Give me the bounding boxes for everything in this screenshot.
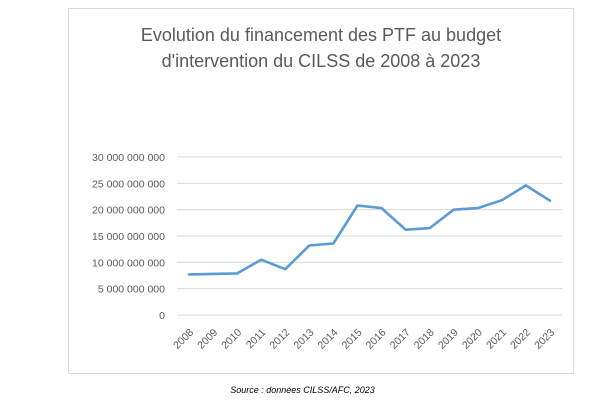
x-tick-label: 2015 [340,327,365,352]
x-tick-label: 2021 [484,327,509,352]
y-tick-label: 15 000 000 000 [92,231,165,243]
x-tick-label: 2013 [291,327,316,352]
gridlines [177,156,562,316]
x-axis-ticks: 2008 2009 2010 2011 2012 2013 2014 2015 2016 2017… [171,327,557,352]
x-tick-label: 2017 [388,327,413,352]
y-tick-label: 20 000 000 000 [92,205,165,217]
x-tick-label: 2010 [219,327,244,352]
x-tick-label: 2014 [316,327,341,352]
x-tick-label: 2018 [412,327,437,352]
x-tick-label: 2008 [171,327,196,352]
chart-title-line-1: Evolution du financement des PTF au budg… [140,25,502,45]
x-tick-label: 2022 [508,327,533,352]
y-tick-label: 5 000 000 000 [98,284,165,296]
x-tick-label: 2019 [436,327,461,352]
y-tick-label: 10 000 000 000 [92,257,165,269]
x-tick-label: 2011 [244,327,269,352]
chart-title: Evolution du financement des PTF au budg… [68,22,574,74]
y-tick-label: 25 000 000 000 [92,178,165,190]
y-tick-label: 0 [159,310,165,322]
x-tick-label: 2023 [532,327,557,352]
source-note: Source : données CILSS/AFC, 2023 [230,385,375,395]
x-tick-label: 2020 [460,327,485,352]
chart-frame [68,8,574,374]
x-tick-label: 2009 [195,327,220,352]
x-tick-label: 2016 [364,327,389,352]
chart-title-line-2: d'intervention du CILSS de 2008 à 2023 [161,51,481,71]
y-axis-ticks: 0 5 000 000 000 10 000 000 000 15 000 000 0… [92,152,165,322]
series-layer [187,184,552,276]
series-line [187,184,552,276]
x-tick-label: 2012 [267,327,292,352]
y-tick-label: 30 000 000 000 [92,152,165,164]
